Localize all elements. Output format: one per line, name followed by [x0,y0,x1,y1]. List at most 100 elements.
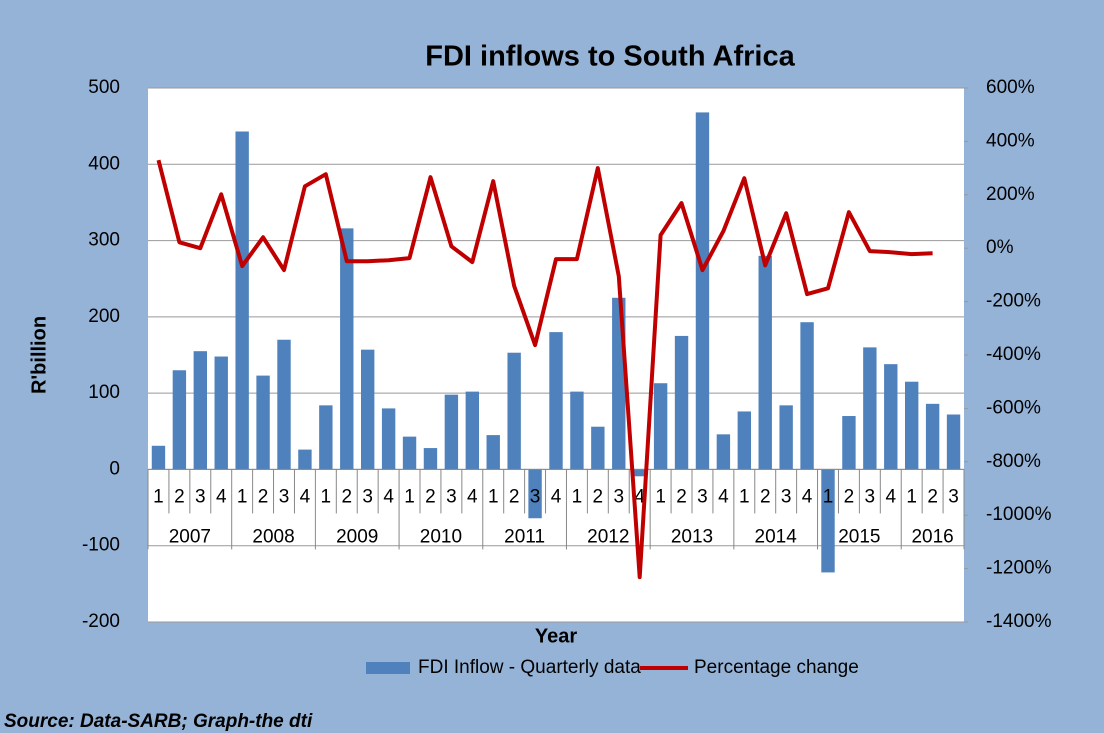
year-label: 2010 [420,526,462,547]
legend-swatch [366,662,410,674]
y-tick-label: 100 [88,382,120,403]
x-tick-label: 3 [697,486,708,507]
x-tick-label: 2 [174,486,185,507]
y-tick-label: 500 [88,77,120,98]
bar [821,469,835,573]
bar [842,416,856,470]
x-tick-label: 3 [279,486,290,507]
y2-tick-label: 200% [986,184,1035,205]
x-tick-label: 1 [321,486,332,507]
y2-tick-label: 0% [986,237,1014,258]
x-tick-label: 2 [593,486,604,507]
x-tick-label: 3 [362,486,373,507]
x-tick-label: 3 [948,486,959,507]
bar [277,339,291,470]
y-axis-title: R'billion [28,316,50,394]
x-tick-label: 1 [237,486,248,507]
bar [256,375,270,470]
y2-tick-label: -1200% [986,558,1052,579]
bar [151,445,166,470]
x-tick-label: 4 [885,486,896,507]
x-tick-label: 2 [509,486,520,507]
year-label: 2013 [671,526,713,547]
x-tick-label: 1 [572,486,583,507]
x-tick-label: 3 [781,486,792,507]
y2-tick-label: 400% [986,130,1035,151]
bar [298,449,312,470]
year-label: 2011 [504,526,545,547]
y2-tick-label: -800% [986,451,1041,472]
bar [549,332,563,470]
x-tick-label: 1 [153,486,164,507]
year-label: 2008 [252,526,294,547]
y2-tick-label: -600% [986,397,1041,418]
year-label: 2009 [336,526,378,547]
x-tick-label: 1 [655,486,666,507]
bar [904,381,919,470]
y2-tick-label: -1400% [986,611,1052,632]
bar [235,131,249,470]
y-tick-label: 400 [88,153,120,174]
legend-label: FDI Inflow - Quarterly data [418,657,641,678]
x-axis-title: Year [535,625,577,647]
bar [779,405,793,470]
bar [716,434,731,470]
y2-tick-label: -1000% [986,504,1052,525]
bar [381,408,396,470]
bar [340,228,354,470]
x-tick-label: 2 [927,486,938,507]
bar [402,436,417,470]
x-tick-label: 1 [823,486,834,507]
year-label: 2012 [587,526,629,547]
year-label: 2015 [838,526,880,547]
y-tick-label: 200 [88,306,120,327]
bar [591,426,605,470]
bar [632,469,647,477]
y-tick-label: -200 [82,611,120,632]
x-tick-label: 1 [404,486,415,507]
bar [737,411,752,470]
bar [444,394,459,470]
x-tick-label: 4 [634,486,645,507]
bar [528,469,542,519]
x-tick-label: 1 [906,486,917,507]
x-tick-label: 4 [383,486,394,507]
y-tick-label: -100 [82,535,120,556]
x-tick-label: 2 [760,486,771,507]
legend-label: Percentage change [694,657,859,678]
x-tick-label: 2 [341,486,352,507]
bar [653,383,668,470]
year-label: 2007 [169,526,211,547]
chart-title: FDI inflows to South Africa [425,41,795,73]
x-tick-label: 3 [446,486,457,507]
y2-tick-label: 600% [986,77,1035,98]
x-tick-label: 4 [300,486,311,507]
y-tick-label: 0 [109,458,120,479]
bar [946,414,961,470]
x-tick-label: 2 [425,486,436,507]
bar [884,364,898,470]
x-tick-label: 1 [488,486,499,507]
bar [193,351,208,470]
x-tick-label: 3 [865,486,876,507]
bar [507,352,521,470]
x-tick-label: 2 [258,486,269,507]
bar [172,370,187,470]
source-note: Source: Data-SARB; Graph-the dti [4,711,313,732]
bar [214,356,228,470]
x-tick-label: 2 [676,486,687,507]
bar [360,349,375,470]
y2-tick-label: -400% [986,344,1041,365]
bar [486,435,500,470]
x-tick-label: 4 [216,486,227,507]
y-tick-label: 300 [88,230,120,251]
bar [758,255,772,470]
bar [319,405,333,470]
y2-tick-label: -200% [986,291,1041,312]
x-tick-label: 4 [802,486,813,507]
bar [570,391,584,470]
x-tick-label: 2 [844,486,855,507]
bar [695,112,710,470]
x-tick-label: 3 [530,486,541,507]
